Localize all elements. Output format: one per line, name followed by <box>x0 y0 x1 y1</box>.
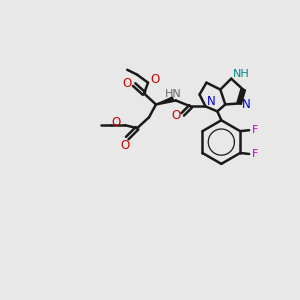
Text: N: N <box>207 95 216 108</box>
Text: O: O <box>121 139 130 152</box>
Text: N: N <box>242 98 250 111</box>
Text: HN: HN <box>164 88 181 98</box>
Text: F: F <box>252 125 258 135</box>
Text: O: O <box>112 116 121 129</box>
Text: O: O <box>123 77 132 90</box>
Text: O: O <box>171 109 180 122</box>
Polygon shape <box>156 97 173 104</box>
Text: O: O <box>150 73 160 86</box>
Text: F: F <box>252 149 258 159</box>
Text: NH: NH <box>233 69 250 79</box>
